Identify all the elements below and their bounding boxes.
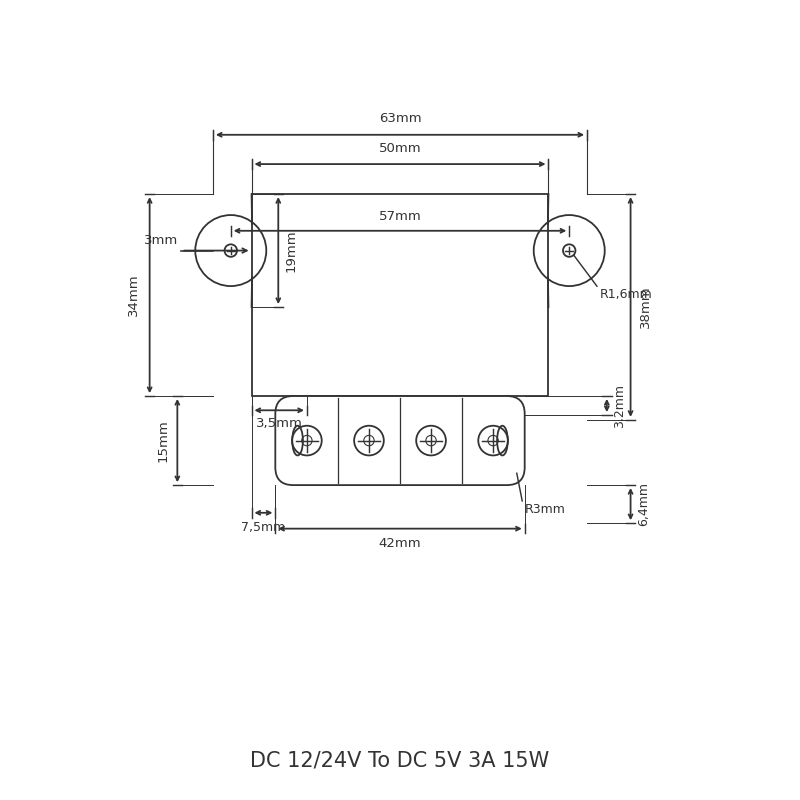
Text: 3mm: 3mm <box>144 234 178 246</box>
Text: 38mm: 38mm <box>638 286 651 328</box>
Circle shape <box>534 215 605 286</box>
Text: 15mm: 15mm <box>157 419 170 462</box>
Text: 63mm: 63mm <box>378 112 422 126</box>
Text: 3,2mm: 3,2mm <box>613 383 626 427</box>
Text: 7,5mm: 7,5mm <box>242 521 286 534</box>
FancyBboxPatch shape <box>275 396 525 485</box>
Circle shape <box>195 215 266 286</box>
Text: 19mm: 19mm <box>285 230 298 272</box>
Text: 34mm: 34mm <box>127 274 140 317</box>
Text: R1,6mm: R1,6mm <box>599 288 652 301</box>
Text: 57mm: 57mm <box>378 210 422 223</box>
Bar <box>251 194 549 396</box>
Text: 50mm: 50mm <box>378 142 422 154</box>
Text: DC 12/24V To DC 5V 3A 15W: DC 12/24V To DC 5V 3A 15W <box>250 750 550 770</box>
Text: 42mm: 42mm <box>378 537 422 550</box>
Text: R3mm: R3mm <box>525 502 566 515</box>
Text: 6,4mm: 6,4mm <box>637 482 650 526</box>
Text: 3,5mm: 3,5mm <box>256 418 302 430</box>
